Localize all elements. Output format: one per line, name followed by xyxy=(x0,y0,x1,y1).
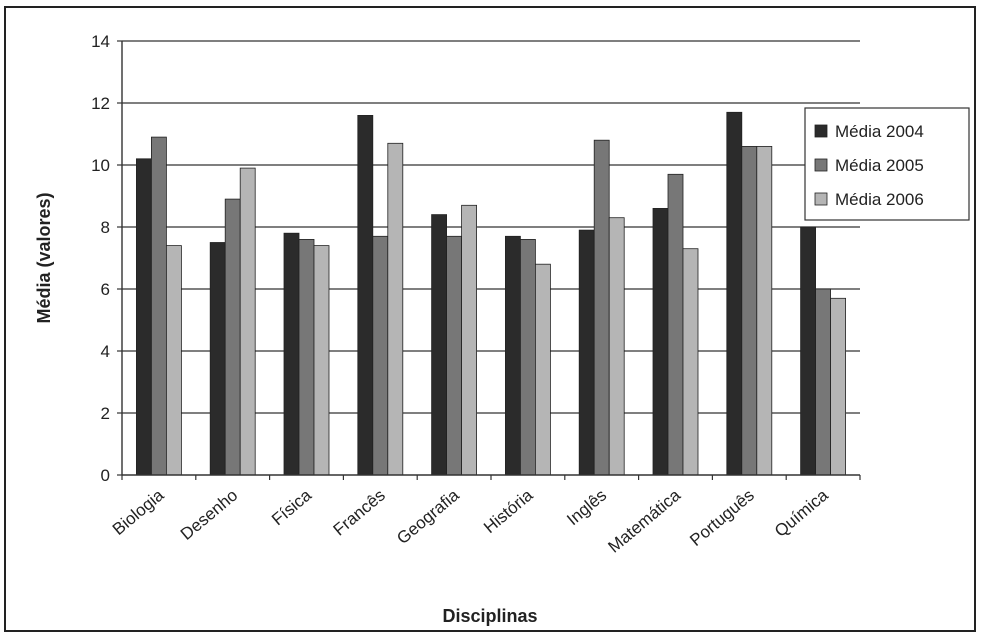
bar xyxy=(682,248,699,476)
x-tick-label: Matemática xyxy=(605,485,685,556)
x-tick-label: Física xyxy=(268,485,315,529)
bar xyxy=(578,229,595,476)
bar xyxy=(357,115,374,476)
bars xyxy=(135,111,846,476)
bar xyxy=(461,204,478,476)
bar xyxy=(446,235,463,476)
legend-swatch xyxy=(814,158,828,172)
bar xyxy=(298,238,315,476)
bar xyxy=(756,145,773,476)
axes xyxy=(117,40,861,480)
legend: Média 2004 Média 2005 Média 2006 xyxy=(804,107,970,221)
bar xyxy=(150,136,167,476)
bar xyxy=(800,226,816,476)
x-tick-label: Geografia xyxy=(393,485,463,548)
bar xyxy=(504,235,521,476)
bar xyxy=(313,245,330,476)
bar xyxy=(239,167,256,476)
y-tick-label: 12 xyxy=(91,94,110,113)
bar xyxy=(209,242,226,476)
x-tick-label: Química xyxy=(771,485,832,541)
x-tick-label: Português xyxy=(686,486,758,550)
bar xyxy=(815,288,831,476)
bar xyxy=(135,158,152,476)
bar xyxy=(593,139,610,476)
bar xyxy=(667,173,684,476)
x-tick-label: Desenho xyxy=(177,486,241,544)
x-tick-label: Biologia xyxy=(109,485,168,539)
bar xyxy=(652,207,669,476)
y-axis-title: Média (valores) xyxy=(34,192,54,323)
bar xyxy=(224,198,241,476)
legend-label: Média 2004 xyxy=(835,122,924,141)
y-tick-label: 4 xyxy=(101,342,110,361)
bar xyxy=(726,111,743,476)
bar xyxy=(283,232,300,476)
bar xyxy=(387,142,404,476)
x-tick-labels: Biologia Desenho Física Francês Geografia His… xyxy=(109,485,832,556)
bar xyxy=(431,214,448,476)
bar xyxy=(535,263,551,476)
bar xyxy=(608,217,625,476)
legend-box xyxy=(804,107,970,221)
x-tick-label: História xyxy=(480,485,537,537)
legend-label: Média 2005 xyxy=(835,156,924,175)
y-tick-label: 2 xyxy=(101,404,110,423)
bar xyxy=(165,245,182,476)
y-tick-label: 10 xyxy=(91,156,110,175)
y-tick-label: 14 xyxy=(91,32,110,51)
bar xyxy=(741,145,758,476)
y-tick-label: 0 xyxy=(101,466,110,485)
legend-label: Média 2006 xyxy=(835,190,924,209)
bar xyxy=(830,297,846,476)
legend-swatch xyxy=(814,124,828,138)
y-tick-labels: 0 2 4 6 8 10 12 14 xyxy=(91,32,110,485)
y-tick-label: 8 xyxy=(101,218,110,237)
x-axis-title: Disciplinas xyxy=(442,606,537,626)
x-tick-label: Inglês xyxy=(563,486,610,530)
bar xyxy=(520,238,536,476)
legend-swatch xyxy=(814,192,828,206)
y-tick-label: 6 xyxy=(101,280,110,299)
bar xyxy=(372,235,389,476)
x-tick-label: Francês xyxy=(330,486,389,540)
